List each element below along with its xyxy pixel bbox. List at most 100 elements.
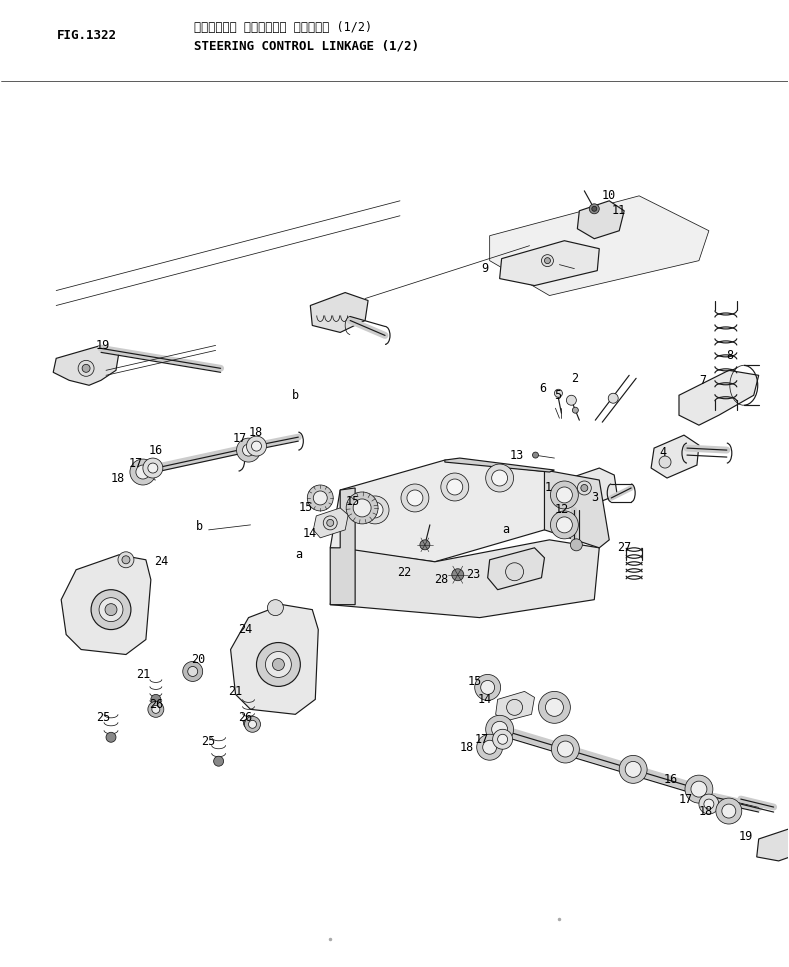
Polygon shape: [544, 470, 609, 548]
Circle shape: [483, 741, 496, 754]
Polygon shape: [564, 468, 617, 508]
Text: 8: 8: [726, 349, 733, 362]
Polygon shape: [313, 508, 348, 538]
Text: 15: 15: [468, 675, 482, 688]
Circle shape: [551, 481, 578, 509]
Circle shape: [699, 794, 719, 814]
Circle shape: [625, 761, 641, 777]
Text: 18: 18: [699, 805, 713, 817]
Circle shape: [592, 206, 596, 211]
Polygon shape: [62, 555, 151, 655]
Polygon shape: [499, 241, 600, 285]
Circle shape: [106, 732, 116, 743]
Polygon shape: [495, 691, 534, 721]
Text: 11: 11: [611, 204, 626, 218]
Circle shape: [578, 481, 591, 495]
Circle shape: [659, 456, 671, 468]
Circle shape: [130, 459, 156, 485]
Circle shape: [556, 517, 572, 533]
Text: STEERING CONTROL LINKAGE (1/2): STEERING CONTROL LINKAGE (1/2): [194, 40, 419, 52]
Circle shape: [552, 735, 579, 763]
Polygon shape: [488, 548, 544, 590]
Text: 14: 14: [477, 693, 492, 706]
Text: 21: 21: [136, 668, 150, 681]
Circle shape: [78, 361, 94, 376]
Circle shape: [477, 734, 503, 760]
Text: a: a: [503, 523, 510, 537]
Circle shape: [492, 470, 507, 486]
Circle shape: [136, 465, 150, 479]
Circle shape: [265, 652, 291, 678]
Circle shape: [91, 590, 131, 630]
Polygon shape: [651, 435, 699, 478]
Polygon shape: [490, 196, 709, 296]
Text: 18: 18: [460, 741, 474, 753]
Text: 26: 26: [238, 711, 252, 724]
Circle shape: [691, 781, 707, 797]
Text: 3: 3: [591, 491, 598, 505]
Circle shape: [420, 540, 430, 550]
Circle shape: [353, 499, 371, 517]
Circle shape: [118, 552, 134, 568]
Text: 17: 17: [233, 431, 247, 445]
Text: 2: 2: [571, 371, 578, 385]
Circle shape: [589, 204, 600, 214]
Circle shape: [545, 698, 563, 717]
Circle shape: [481, 681, 495, 694]
Circle shape: [148, 463, 158, 473]
Circle shape: [256, 642, 301, 687]
Circle shape: [99, 598, 123, 622]
Circle shape: [361, 496, 389, 524]
Text: 15: 15: [345, 495, 360, 509]
Polygon shape: [230, 604, 318, 715]
Circle shape: [313, 491, 327, 505]
Circle shape: [722, 805, 736, 818]
Circle shape: [323, 516, 337, 530]
Text: 16: 16: [149, 444, 163, 456]
Circle shape: [82, 365, 90, 372]
Text: b: b: [196, 520, 203, 534]
Circle shape: [486, 464, 514, 492]
Circle shape: [148, 701, 164, 718]
Text: 24: 24: [154, 555, 168, 569]
Circle shape: [492, 729, 513, 749]
Circle shape: [452, 569, 464, 581]
Text: FIG.1322: FIG.1322: [57, 29, 118, 43]
Text: 17: 17: [129, 456, 143, 470]
Text: 23: 23: [466, 569, 480, 581]
Text: 19: 19: [739, 831, 753, 843]
Circle shape: [556, 487, 572, 503]
Text: 7: 7: [699, 374, 706, 387]
Circle shape: [249, 720, 256, 728]
Text: ステアリング コントロール リンケージ (1/2): ステアリング コントロール リンケージ (1/2): [194, 21, 372, 35]
Circle shape: [567, 396, 576, 405]
Circle shape: [246, 436, 267, 456]
Circle shape: [151, 705, 160, 714]
Circle shape: [544, 257, 551, 264]
Text: 25: 25: [96, 711, 110, 724]
Circle shape: [447, 479, 463, 495]
Circle shape: [555, 390, 563, 397]
Circle shape: [237, 438, 260, 462]
Polygon shape: [578, 201, 624, 239]
Circle shape: [245, 717, 260, 732]
Polygon shape: [331, 488, 355, 604]
Circle shape: [407, 490, 423, 506]
Circle shape: [551, 511, 578, 539]
Circle shape: [538, 691, 570, 723]
Circle shape: [143, 458, 163, 478]
Circle shape: [307, 485, 333, 511]
Text: 13: 13: [510, 449, 524, 461]
Text: 17: 17: [679, 793, 694, 806]
Text: 25: 25: [200, 735, 215, 747]
Polygon shape: [310, 293, 368, 333]
Polygon shape: [53, 345, 119, 385]
Text: 1: 1: [544, 482, 552, 494]
Circle shape: [441, 473, 469, 501]
Circle shape: [367, 502, 383, 518]
Circle shape: [252, 441, 261, 451]
Circle shape: [214, 756, 223, 766]
Text: a: a: [295, 548, 302, 561]
Circle shape: [327, 519, 334, 526]
Circle shape: [506, 563, 524, 581]
